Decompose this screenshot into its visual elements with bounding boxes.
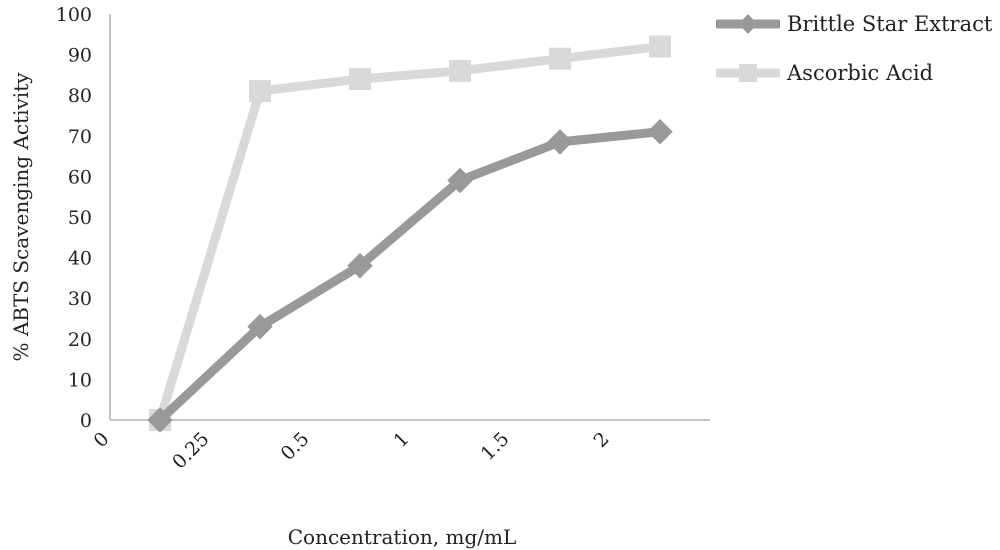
x-tick-label: 2 bbox=[589, 428, 613, 452]
series-line-ascorbic-acid bbox=[155, 41, 665, 425]
y-axis-title: % ABTS Scavenging Activity bbox=[9, 72, 33, 362]
y-tick-labels: 0 10 20 30 40 50 60 70 80 90 100 bbox=[56, 4, 92, 432]
data-point-ascorbic-acid bbox=[449, 59, 471, 82]
legend-diamond-marker bbox=[738, 14, 758, 34]
y-tick-label: 0 bbox=[80, 410, 92, 432]
series-line-brittle-star-extract bbox=[155, 127, 665, 425]
y-tick-label: 50 bbox=[68, 207, 92, 229]
y-tick-label: 100 bbox=[56, 4, 92, 26]
series-layer bbox=[147, 35, 673, 433]
data-point-brittle-star-extract bbox=[647, 119, 673, 145]
y-tick-label: 70 bbox=[68, 126, 92, 148]
legend-label-ascorbic: Ascorbic Acid bbox=[786, 61, 933, 85]
data-point-ascorbic-acid bbox=[649, 35, 671, 58]
x-tick-label: 0.5 bbox=[277, 428, 314, 465]
y-tick-label: 90 bbox=[68, 45, 92, 67]
data-point-ascorbic-acid bbox=[549, 47, 571, 70]
x-axis-title: Concentration, mg/mL bbox=[288, 525, 517, 549]
data-point-brittle-star-extract bbox=[347, 252, 373, 279]
y-tick-label: 40 bbox=[68, 248, 92, 270]
data-point-brittle-star-extract bbox=[447, 167, 473, 194]
data-point-brittle-star-extract bbox=[247, 313, 273, 340]
x-tick-label: 1.5 bbox=[477, 428, 514, 465]
legend-label-brittle-star: Brittle Star Extract bbox=[787, 12, 993, 36]
x-tick-label: 0.25 bbox=[168, 428, 213, 473]
y-tick-label: 20 bbox=[68, 329, 92, 351]
y-tick-label: 80 bbox=[68, 85, 92, 107]
x-tick-label: 1 bbox=[389, 428, 413, 452]
y-tick-label: 10 bbox=[68, 369, 92, 391]
legend-square-marker bbox=[739, 64, 757, 82]
x-tick-label: 0 bbox=[89, 428, 113, 452]
data-point-ascorbic-acid bbox=[249, 80, 271, 103]
x-tick-labels: 0 0.25 0.5 1 1.5 2 bbox=[89, 428, 613, 473]
legend: Brittle Star Extract Ascorbic Acid bbox=[716, 12, 993, 85]
data-point-brittle-star-extract bbox=[147, 407, 173, 433]
y-tick-label: 60 bbox=[68, 166, 92, 188]
data-point-brittle-star-extract bbox=[547, 129, 573, 155]
data-point-ascorbic-acid bbox=[349, 67, 371, 90]
y-tick-label: 30 bbox=[68, 288, 92, 310]
